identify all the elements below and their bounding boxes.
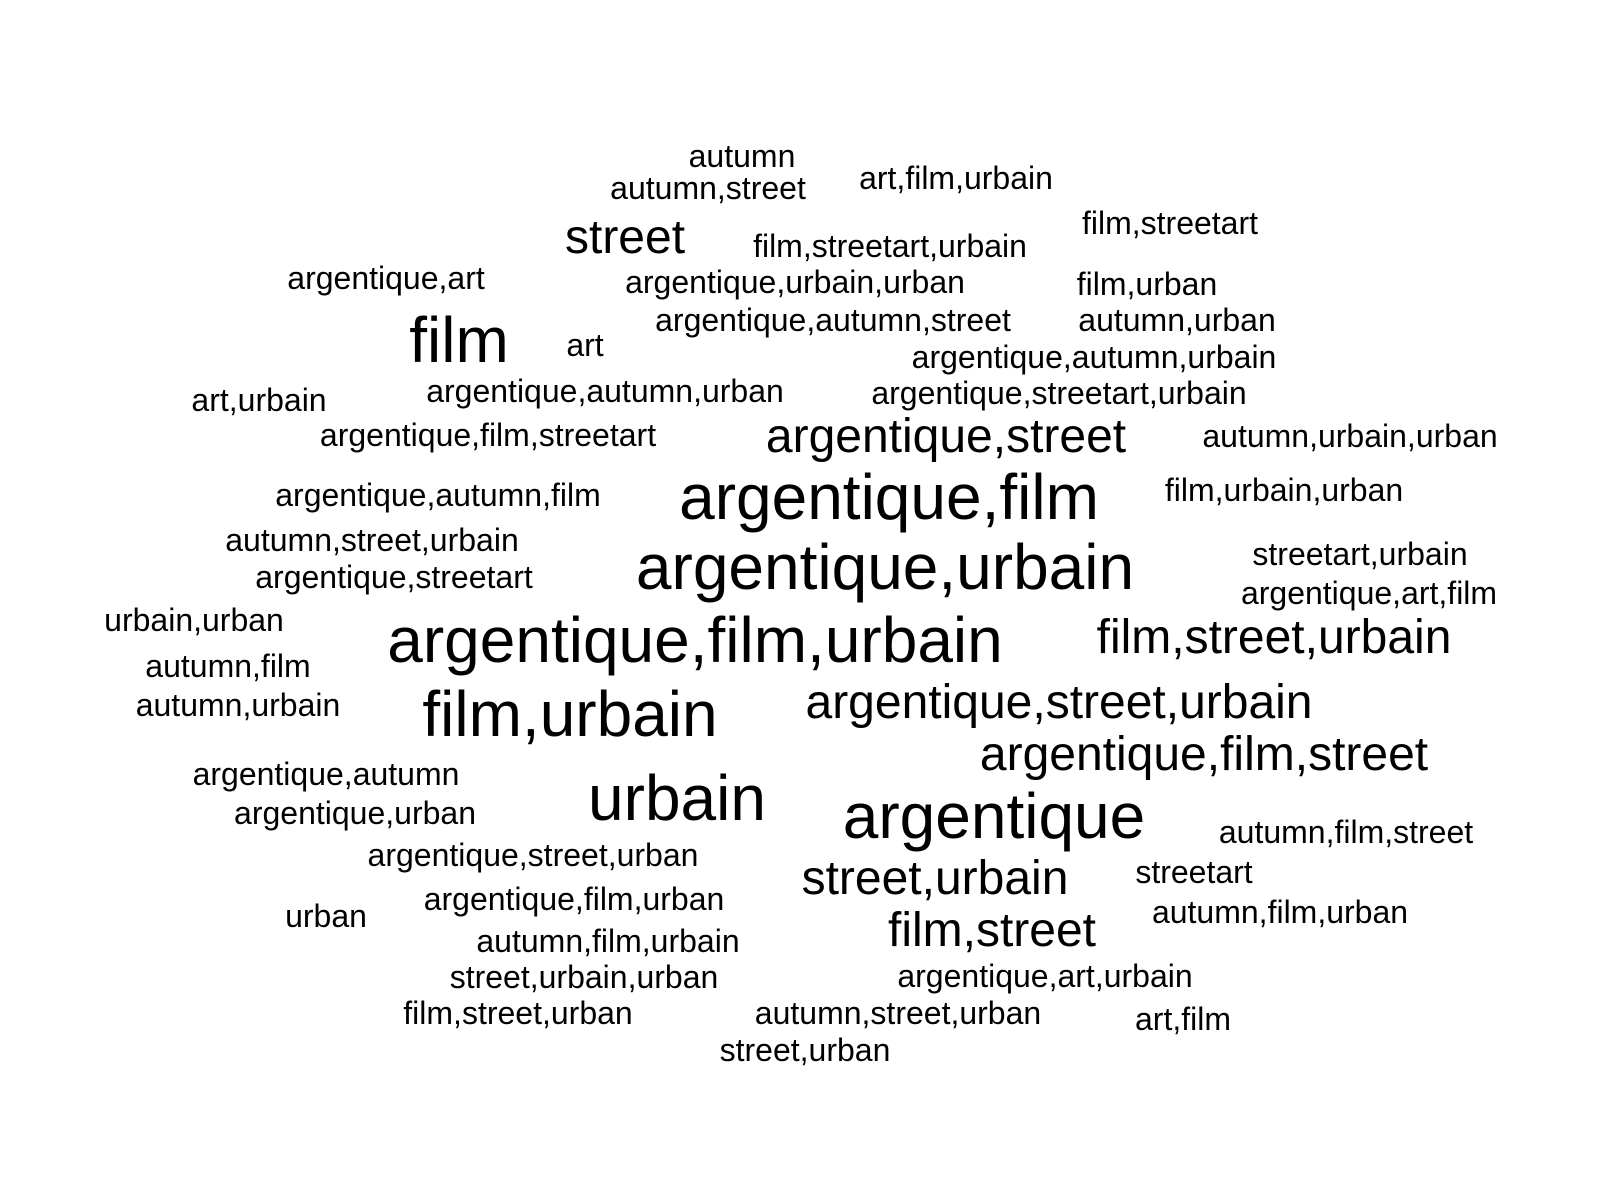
word-film-streetart-urbain: film,streetart,urbain <box>753 228 1027 264</box>
word-street: street <box>564 211 686 264</box>
word-argentique-art-urbain: argentique,art,urbain <box>897 958 1193 994</box>
word-film: film <box>409 304 509 376</box>
word-argentique-film: argentique,film <box>679 461 1099 533</box>
word-urban: urban <box>285 898 367 934</box>
word-autumn: autumn <box>688 138 796 174</box>
word-film-street-urban: film,street,urban <box>403 995 633 1031</box>
word-film-urban: film,urban <box>1076 266 1218 302</box>
word-film-urbain: film,urbain <box>422 678 718 750</box>
word-autumn-film-urban: autumn,film,urban <box>1151 894 1409 930</box>
word-urbain: urbain <box>588 762 766 834</box>
word-argentique-autumn-street: argentique,autumn,street <box>655 302 1011 338</box>
word-art: art <box>566 327 604 363</box>
word-argentique-street-urbain: argentique,street,urbain <box>805 676 1313 729</box>
word-argentique-art: argentique,art <box>287 260 485 296</box>
word-art-urbain: art,urbain <box>191 382 327 418</box>
word-argentique-art-film: argentique,art,film <box>1240 575 1498 611</box>
word-argentique-streetart-urbain: argentique,streetart,urbain <box>871 375 1247 411</box>
word-streetart: streetart <box>1135 854 1253 890</box>
word-film-urbain-urban: film,urbain,urban <box>1164 472 1404 508</box>
word-argentique-street: argentique,street <box>765 410 1127 463</box>
word-film-streetart: film,streetart <box>1081 205 1259 241</box>
word-argentique-autumn-urbain: argentique,autumn,urbain <box>911 339 1277 375</box>
word-argentique-autumn-film: argentique,autumn,film <box>275 477 601 513</box>
word-autumn-film-street: autumn,film,street <box>1218 814 1474 850</box>
word-urbain-urban: urbain,urban <box>104 602 284 638</box>
word-autumn-film: autumn,film <box>145 648 311 684</box>
word-argentique-film-streetart: argentique,film,streetart <box>319 417 657 453</box>
word-art-film: art,film <box>1135 1001 1231 1037</box>
word-film-street-urbain: film,street,urbain <box>1096 611 1452 664</box>
word-autumn-urban: autumn,urban <box>1078 302 1276 338</box>
word-argentique-urban: argentique,urban <box>234 795 476 831</box>
word-street-urban: street,urban <box>719 1032 891 1068</box>
word-argentique-film-urbain: argentique,film,urbain <box>387 604 1003 676</box>
word-art-film-urbain: art,film,urbain <box>859 160 1053 196</box>
word-argentique-film-street: argentique,film,street <box>979 728 1429 781</box>
word-autumn-film-urbain: autumn,film,urbain <box>476 923 740 959</box>
word-argentique-street-urban: argentique,street,urban <box>367 837 699 873</box>
word-argentique-autumn: argentique,autumn <box>192 756 460 792</box>
word-street-urbain: street,urbain <box>801 852 1069 905</box>
word-argentique-urbain: argentique,urbain <box>635 531 1135 603</box>
word-autumn-urbain: autumn,urbain <box>135 687 341 723</box>
word-streetart-urbain: streetart,urbain <box>1252 536 1468 572</box>
word-street-urbain-urban: street,urbain,urban <box>449 959 719 995</box>
word-argentique-autumn-urban: argentique,autumn,urban <box>426 373 784 409</box>
word-autumn-urbain-urban: autumn,urbain,urban <box>1202 418 1498 454</box>
word-argentique-film-urban: argentique,film,urban <box>423 881 725 917</box>
word-film-street: film,street <box>887 904 1097 957</box>
word-autumn-street-urbain: autumn,street,urbain <box>225 522 519 558</box>
word-autumn-street-urban: autumn,street,urban <box>754 995 1042 1031</box>
word-argentique-urbain-urban: argentique,urbain,urban <box>625 264 965 300</box>
word-argentique: argentique <box>842 780 1146 852</box>
word-argentique-streetart: argentique,streetart <box>255 559 533 595</box>
word-autumn-street: autumn,street <box>610 170 806 206</box>
